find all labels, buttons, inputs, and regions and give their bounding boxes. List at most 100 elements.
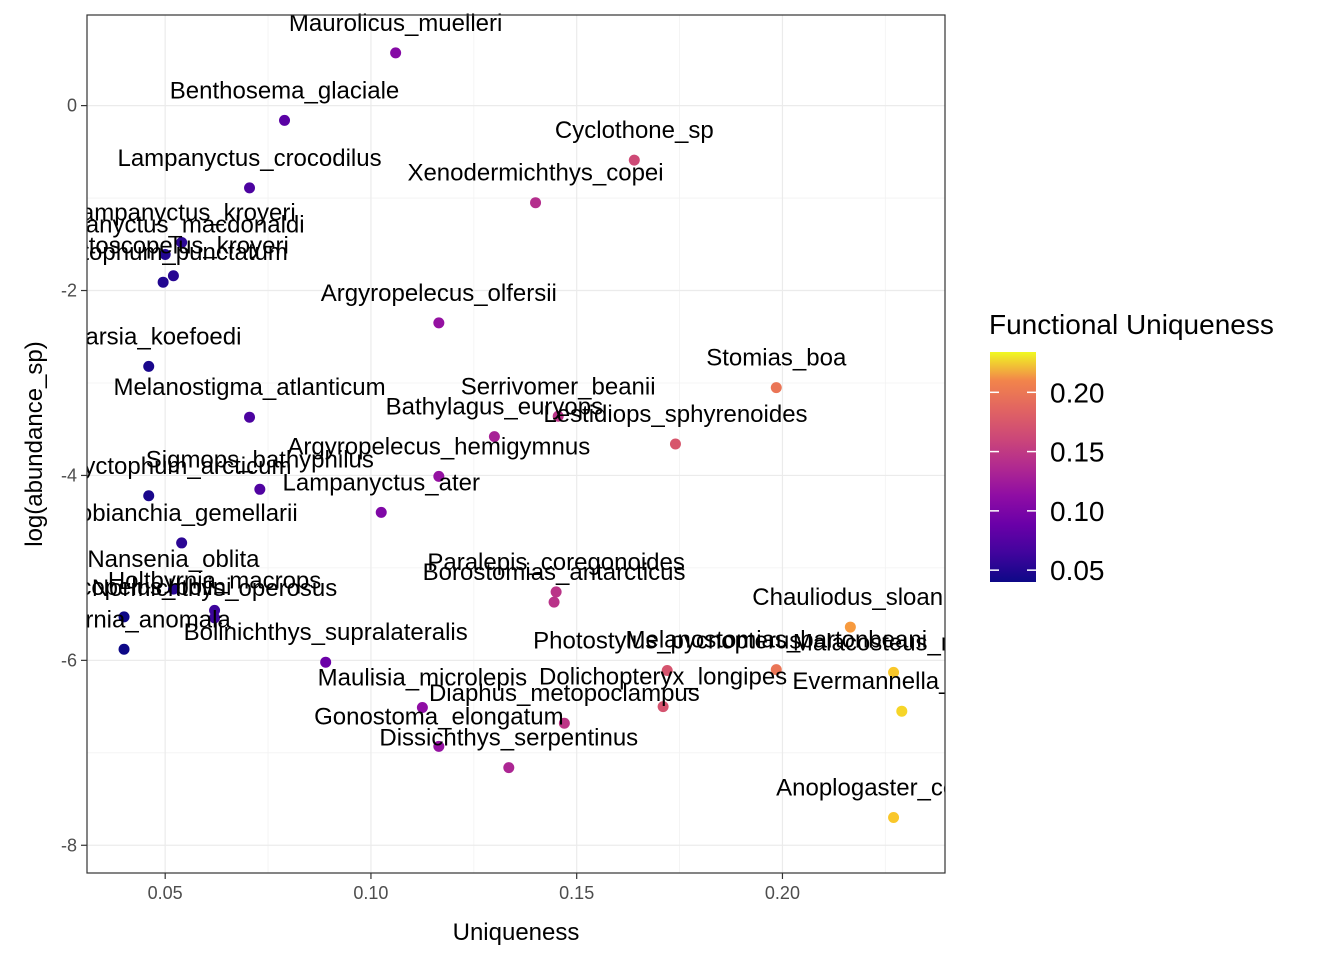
legend-colorbar	[990, 352, 1036, 582]
point-label: Lampanyctus_crocodilus	[117, 145, 381, 172]
point-label: Bathylagus_euryops	[386, 394, 603, 421]
data-point	[488, 431, 500, 443]
y-tick-label: 0	[67, 96, 77, 116]
data-point	[530, 197, 542, 209]
data-point	[896, 705, 908, 717]
point-label: Dissichthys_serpentinus	[379, 725, 638, 752]
point-label: Nansenia_oblita	[87, 546, 260, 573]
data-point	[558, 717, 570, 729]
data-point	[244, 182, 256, 194]
data-point	[888, 666, 900, 678]
data-point	[433, 470, 445, 482]
y-tick-label: -8	[61, 835, 77, 855]
point-label: Bolinichthys_supralateralis	[184, 619, 468, 646]
point-label: Stomias_boa	[706, 345, 847, 372]
point-label: Holtbyrnia_anomala	[17, 606, 231, 633]
data-point	[157, 276, 169, 288]
data-point	[143, 360, 155, 372]
data-points	[118, 47, 908, 824]
point-label: Notoscopelus_kroyeri	[58, 233, 289, 260]
data-point	[118, 643, 130, 655]
point-label: Sigmops_bathyphilus	[146, 446, 374, 473]
major-gridlines	[87, 15, 945, 873]
y-axis: -8 -6 -4 -2 0	[61, 96, 87, 855]
data-point	[176, 537, 188, 549]
data-point	[209, 612, 221, 624]
point-label: Dolichopteryx_longipes	[539, 664, 787, 691]
point-label: Lampanyctus_kroyeri	[68, 199, 296, 226]
point-label: Evermannella_balbo	[792, 668, 1011, 695]
x-tick-label: 0.10	[353, 883, 388, 903]
data-point	[416, 702, 428, 714]
data-point	[661, 665, 673, 677]
data-point	[657, 701, 669, 713]
point-label: Notoscopelus_bolini	[17, 574, 232, 601]
x-tick-label: 0.15	[559, 883, 594, 903]
point-label: Serrivomer_beanii	[461, 373, 656, 400]
legend-tick-label: 0.15	[1050, 437, 1105, 468]
legend-title: Functional Uniqueness	[989, 309, 1274, 340]
point-label: Xenodermichthys_copei	[407, 160, 663, 187]
point-labels: Maurolicus_muelleri Benthosema_glaciale Cy…	[6, 10, 1011, 802]
data-point	[244, 411, 256, 423]
y-tick-label: -4	[61, 465, 77, 485]
data-point	[167, 270, 179, 282]
point-label: Gonostoma_elongatum	[314, 703, 564, 730]
point-label: Myctophum_punctatum	[38, 239, 287, 266]
y-axis-title: log(abundance_sp)	[21, 341, 48, 547]
point-label: Melanostomias_bartonbeani	[626, 627, 928, 654]
data-point	[254, 483, 266, 495]
point-label: Lestidiops_sphyrenoides	[543, 401, 807, 428]
legend-tick-label: 0.05	[1050, 555, 1105, 586]
point-label: Protomyctophum_arcticum	[6, 453, 291, 480]
point-label: Borostomias_antarcticus	[423, 559, 686, 586]
point-label: Chauliodus_sloani	[752, 584, 948, 611]
point-label: Maurolicus_muelleri	[289, 10, 502, 37]
point-label: Photostylus_pycnopterus	[533, 628, 801, 655]
data-point	[888, 812, 900, 824]
data-point	[320, 656, 332, 668]
point-label: Lobianchia_gemellarii	[66, 500, 298, 527]
data-point	[550, 586, 562, 598]
data-point	[167, 583, 179, 595]
data-point	[503, 762, 515, 774]
x-tick-label: 0.05	[148, 883, 183, 903]
plot-border	[86, 14, 946, 874]
data-point	[143, 490, 155, 502]
point-label: Anoplogaster_cornuta	[776, 775, 1011, 802]
data-point	[375, 506, 387, 518]
point-label: Malacosteus_niger	[793, 629, 994, 656]
data-point	[770, 664, 782, 676]
point-label: Searsia_koefoedi	[56, 323, 241, 350]
data-point	[159, 248, 171, 260]
data-point	[844, 621, 856, 633]
data-point	[770, 382, 782, 394]
legend-tick-label: 0.20	[1050, 377, 1105, 408]
x-tick-label: 0.20	[765, 883, 800, 903]
legend-ticks: 0.05 0.10 0.15 0.20	[990, 377, 1105, 586]
x-axis: 0.05 0.10 0.15 0.20	[148, 873, 800, 903]
data-point	[433, 740, 445, 752]
point-label: Argyropelecus_hemigymnus	[287, 433, 590, 460]
y-tick-label: -6	[61, 650, 77, 670]
data-point	[279, 114, 291, 126]
data-point	[433, 317, 445, 329]
point-label: Cyclothone_sp	[555, 117, 714, 144]
data-point	[552, 410, 564, 422]
point-label: Melanostigma_atlanticum	[113, 374, 385, 401]
point-label: Normichthys_operosus	[92, 575, 337, 602]
x-axis-title: Uniqueness	[453, 919, 580, 946]
data-point	[669, 438, 681, 450]
point-label: Benthosema_glaciale	[170, 77, 400, 104]
data-point	[118, 611, 130, 623]
point-label: Holtbyrnia_macrops	[108, 567, 321, 594]
color-legend: Functional Uniqueness 0.05 0.10 0.15 0.20	[989, 309, 1274, 586]
data-point	[176, 236, 188, 248]
data-point	[628, 154, 640, 166]
point-label: Lampanyctus_ater	[283, 469, 480, 496]
point-label: Diaphus_metopoclampus	[429, 680, 700, 707]
point-label: Paralepis_coregonoides	[427, 549, 685, 576]
point-label: Maulisia_microlepis	[318, 665, 527, 692]
legend-tick-label: 0.10	[1050, 496, 1105, 527]
